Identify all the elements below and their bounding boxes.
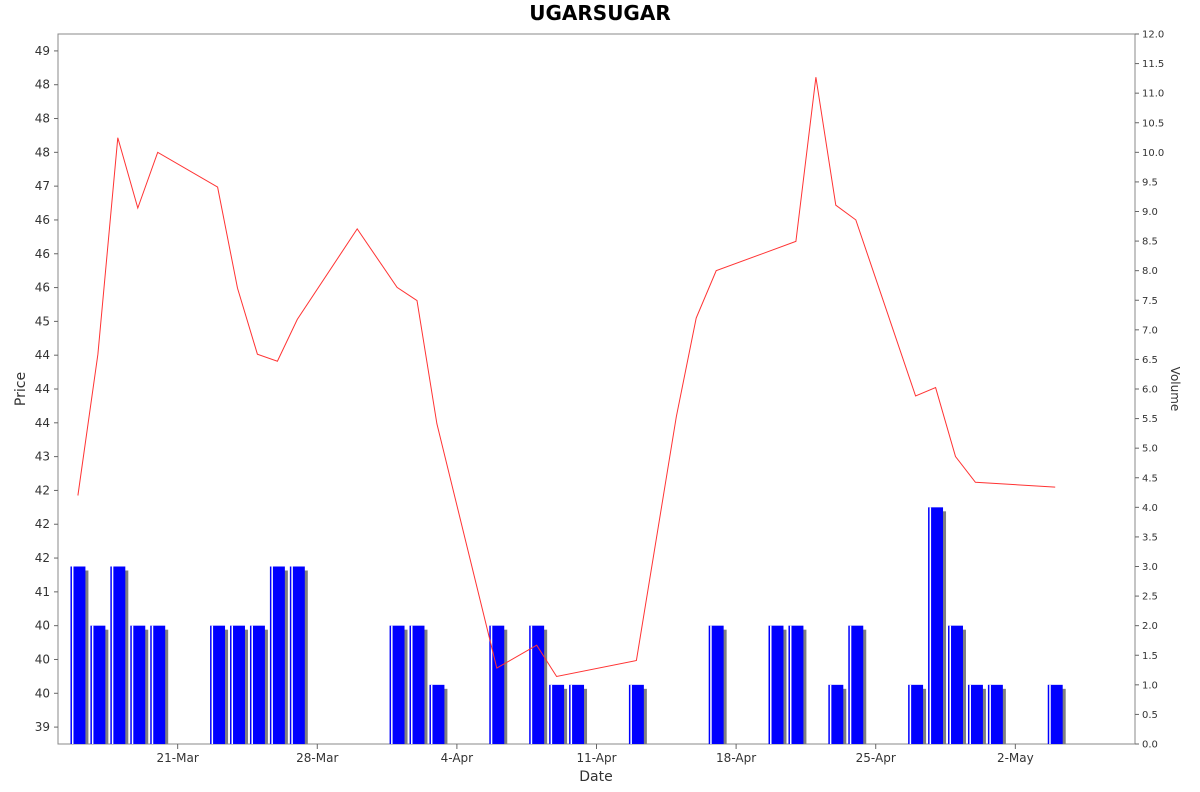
volume-bar	[489, 625, 508, 744]
date-tick-label: 11-Apr	[576, 751, 616, 765]
volume-bar	[1047, 684, 1066, 744]
volume-bar	[249, 625, 268, 744]
date-tick-label: 4-Apr	[441, 751, 474, 765]
volume-bar	[70, 566, 89, 744]
volume-tick-label: 4.0	[1142, 503, 1158, 514]
date-tick-label: 28-Mar	[296, 751, 338, 765]
volume-tick-label: 7.5	[1142, 296, 1158, 307]
volume-tick-label: 9.5	[1142, 177, 1158, 188]
volume-tick-label: 6.0	[1142, 385, 1158, 396]
price-tick-label: 42	[35, 483, 50, 497]
price-tick-label: 48	[35, 145, 50, 159]
volume-bar	[529, 625, 548, 744]
volume-bar	[230, 625, 248, 744]
volume-tick-label: 1.5	[1142, 651, 1158, 662]
price-tick-label: 40	[35, 619, 50, 633]
volume-tick-label: 0.5	[1142, 710, 1158, 721]
volume-bar	[210, 625, 229, 744]
price-tick-label: 45	[35, 314, 50, 328]
price-tick-label: 49	[35, 44, 50, 58]
volume-bar	[90, 625, 109, 744]
volume-tick-label: 5.5	[1142, 414, 1158, 425]
price-tick-label: 42	[35, 517, 50, 531]
y-axis-label-left: Price	[13, 372, 29, 406]
chart-title: UGARSUGAR	[529, 1, 670, 25]
volume-bar	[848, 625, 867, 744]
price-tick-label: 42	[35, 551, 50, 565]
volume-tick-label: 6.5	[1142, 355, 1158, 366]
volume-tick-label: 5.0	[1142, 444, 1158, 455]
volume-tick-label: 11.0	[1142, 89, 1164, 100]
volume-tick-label: 3.5	[1142, 532, 1158, 543]
volume-bar	[768, 625, 787, 744]
price-tick-label: 43	[35, 450, 50, 464]
volume-tick-label: 3.0	[1142, 562, 1158, 573]
price-tick-label: 44	[35, 416, 50, 430]
volume-tick-label: 1.0	[1142, 680, 1158, 691]
price-tick-label: 48	[35, 112, 50, 126]
volume-bar	[948, 625, 966, 744]
volume-bar	[928, 507, 947, 744]
price-axis: 39 40 40 40 41 42 42 42 43 44 44 44 45 46 46 46 47 48 48 48…	[35, 44, 58, 734]
x-axis-label: Date	[579, 769, 612, 785]
volume-tick-label: 7.0	[1142, 325, 1158, 336]
price-line	[77, 77, 1056, 678]
volume-axis: 0.0 0.5 1.0 1.5 2.0 2.5 3.0 3.5 4.0 4.5 5.0 5.5 6.0 6…	[1135, 30, 1164, 751]
price-tick-label: 41	[35, 585, 50, 599]
date-tick-label: 18-Apr	[716, 751, 756, 765]
volume-tick-label: 11.5	[1142, 59, 1164, 70]
date-tick-label: 25-Apr	[856, 751, 896, 765]
price-tick-label: 39	[35, 720, 50, 734]
volume-bar	[828, 684, 847, 744]
date-tick-label: 2-May	[997, 751, 1034, 765]
price-tick-label: 40	[35, 652, 50, 666]
volume-tick-label: 10.5	[1142, 118, 1164, 129]
volume-bar	[130, 625, 149, 744]
volume-bar	[269, 566, 288, 744]
price-layer	[77, 77, 1056, 678]
date-axis: 21-Mar 28-Mar 4-Apr 11-Apr 18-Apr 25-Apr 2-May	[157, 744, 1034, 765]
price-tick-label: 46	[35, 213, 50, 227]
volume-bar	[549, 684, 568, 744]
volume-tick-label: 4.5	[1142, 473, 1158, 484]
volume-bar	[908, 684, 927, 744]
price-tick-label: 40	[35, 686, 50, 700]
volume-tick-label: 0.0	[1142, 740, 1158, 751]
price-tick-label: 44	[35, 382, 50, 396]
volume-bar	[708, 625, 727, 744]
date-tick-label: 21-Mar	[157, 751, 199, 765]
volume-bar	[110, 566, 129, 744]
volume-bar	[429, 684, 448, 744]
price-tick-label: 44	[35, 348, 50, 362]
price-tick-label: 47	[35, 179, 50, 193]
volume-bar	[389, 625, 408, 744]
volume-bars	[70, 507, 1066, 744]
volume-bar	[628, 684, 647, 744]
volume-bar	[788, 625, 807, 744]
volume-tick-label: 12.0	[1142, 30, 1164, 41]
volume-bar	[967, 684, 986, 744]
volume-tick-label: 2.0	[1142, 621, 1158, 632]
volume-bar	[569, 684, 588, 744]
volume-bar	[987, 684, 1006, 744]
volume-bar	[409, 625, 428, 744]
volume-tick-label: 9.0	[1142, 207, 1158, 218]
volume-bar	[289, 566, 308, 744]
volume-tick-label: 10.0	[1142, 148, 1164, 159]
volume-tick-label: 8.0	[1142, 266, 1158, 277]
volume-tick-label: 8.5	[1142, 237, 1158, 248]
price-tick-label: 46	[35, 281, 50, 295]
price-tick-label: 48	[35, 78, 50, 92]
price-tick-label: 46	[35, 247, 50, 261]
volume-bar	[150, 625, 169, 744]
y-axis-label-right: Volume	[1168, 367, 1182, 412]
volume-tick-label: 2.5	[1142, 592, 1158, 603]
